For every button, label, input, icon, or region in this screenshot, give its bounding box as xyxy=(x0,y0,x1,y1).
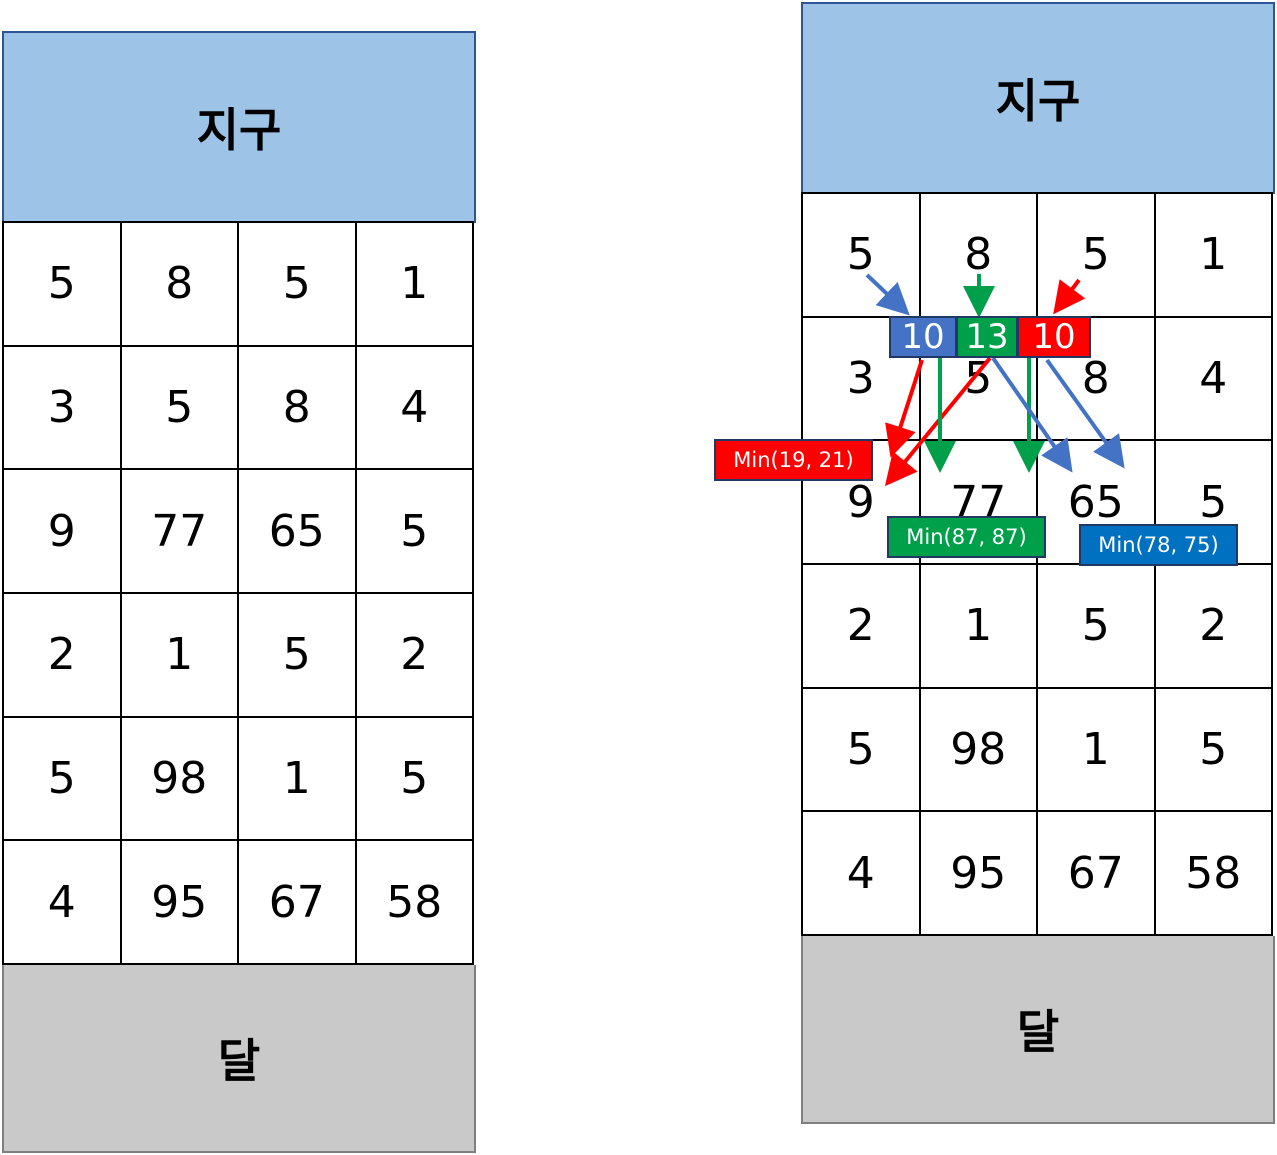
grid-cell: 2 xyxy=(356,593,474,718)
grid-cell: 5 xyxy=(1155,441,1273,565)
grid-cell: 65 xyxy=(239,470,357,594)
grid-cell: 5 xyxy=(239,223,357,347)
grid-cell: 5 xyxy=(356,717,474,842)
grid-cell: 67 xyxy=(1038,812,1156,936)
grid-cell: 58 xyxy=(356,841,474,965)
grid-cell: 95 xyxy=(121,841,239,965)
grid-cell: 5 xyxy=(4,223,122,347)
dp-value-green: 13 xyxy=(956,316,1018,358)
grid-cell: 9 xyxy=(4,470,122,594)
arrow-blue-down-right xyxy=(865,273,910,316)
grid-cell: 5 xyxy=(121,346,239,471)
moon-footer: 달 xyxy=(2,965,476,1153)
grid-cell: 4 xyxy=(1155,317,1273,442)
grid-cell: 5 xyxy=(356,470,474,594)
grid-cell: 8 xyxy=(121,223,239,347)
arrow-red-down-left xyxy=(885,359,924,458)
grid-cell: 9 xyxy=(803,441,921,565)
grid-cell: 95 xyxy=(920,812,1038,936)
arrow-blue-down-right xyxy=(991,356,1073,473)
grid-cell: 4 xyxy=(803,812,921,936)
grid-cell: 1 xyxy=(239,717,357,842)
grid-cell: 2 xyxy=(4,593,122,718)
grid-cell: 1 xyxy=(1155,194,1273,318)
grid-cell: 98 xyxy=(920,688,1038,813)
earth-header: 지구 xyxy=(2,31,476,223)
grid-cell: 5 xyxy=(4,717,122,842)
grid-cell: 5 xyxy=(1155,688,1273,813)
grid-cell: 1 xyxy=(121,593,239,718)
grid-cell: 1 xyxy=(356,223,474,347)
grid-cell: 58 xyxy=(1155,812,1273,936)
grid-cell: 1 xyxy=(1038,688,1156,813)
grid-cell: 5 xyxy=(1038,194,1156,318)
min-label-green: Min(87, 87) xyxy=(887,516,1046,558)
grid-cell: 5 xyxy=(803,688,921,813)
grid-cell: 5 xyxy=(803,194,921,318)
grid-cell: 77 xyxy=(121,470,239,594)
grid-cell: 5 xyxy=(920,317,1038,442)
arrow-red-down-left xyxy=(1053,278,1086,315)
min-label-red: Min(19, 21) xyxy=(714,439,873,481)
grid-cell: 3 xyxy=(4,346,122,471)
grid-cell: 8 xyxy=(239,346,357,471)
value-grid: 5 8 5 1 3 5 8 4 9 77 65 5 2 1 5 2 5 98 1… xyxy=(2,221,474,965)
arrow-blue-down-right xyxy=(1045,358,1125,469)
dp-value-blue: 10 xyxy=(889,316,957,358)
left-grid-panel: 지구 5 8 5 1 3 5 8 4 9 77 65 5 2 1 5 2 5 9… xyxy=(2,31,476,1153)
grid-cell: 2 xyxy=(1155,564,1273,689)
dp-value-red: 10 xyxy=(1017,316,1091,358)
grid-cell: 5 xyxy=(1038,564,1156,689)
grid-cell: 4 xyxy=(356,346,474,471)
grid-cell: 98 xyxy=(121,717,239,842)
grid-cell: 1 xyxy=(920,564,1038,689)
grid-cell: 4 xyxy=(4,841,122,965)
grid-cell: 2 xyxy=(803,564,921,689)
min-label-blue: Min(78, 75) xyxy=(1079,524,1238,566)
earth-header: 지구 xyxy=(801,2,1275,194)
moon-footer: 달 xyxy=(801,936,1275,1124)
grid-cell: 5 xyxy=(239,593,357,718)
grid-cell: 67 xyxy=(239,841,357,965)
